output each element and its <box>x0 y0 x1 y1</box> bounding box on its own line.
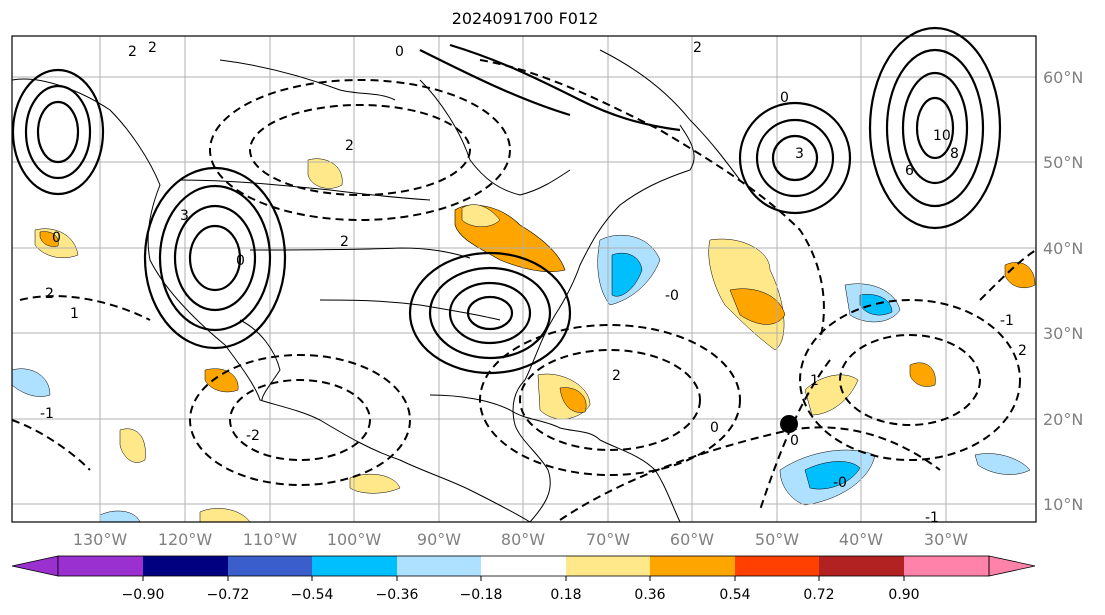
yellow-anomaly-east-atlantic <box>804 374 859 416</box>
colorbar-segment <box>312 556 397 576</box>
yellow-anomaly-great-lakes <box>461 204 501 227</box>
contour-label: 3 <box>795 146 804 162</box>
longitude-labels: 130°W 120°W 110°W 100°W 90°W 80°W 70°W 6… <box>73 530 968 549</box>
lon-label: 120°W <box>158 530 213 549</box>
lon-label: 30°W <box>924 530 968 549</box>
colorbar-segment <box>904 556 989 576</box>
colorbar-segment <box>58 556 143 576</box>
colorbar-tick-label: −0.18 <box>460 587 503 603</box>
lat-label: 10°N <box>1043 495 1083 514</box>
colorbar-tick-label: 0.36 <box>634 587 665 603</box>
solid-contours <box>11 26 1002 375</box>
contour-label: 0 <box>710 420 719 436</box>
contour-label: 2 <box>1018 343 1027 359</box>
lat-label: 40°N <box>1043 239 1083 258</box>
lon-label: 90°W <box>417 530 461 549</box>
contour-label: 2 <box>128 44 137 60</box>
colorbar-tick-label: −0.72 <box>207 587 250 603</box>
contour-label: -0 <box>665 288 679 304</box>
contour-label: 0 <box>780 90 789 106</box>
lon-label: 80°W <box>501 530 545 549</box>
map-title: 2024091700 F012 <box>451 9 599 28</box>
contour-label: -2 <box>246 428 260 444</box>
contour-label: 2 <box>693 40 702 56</box>
colorbar-tick-label: 0.18 <box>550 587 581 603</box>
colorbar-segment <box>481 556 566 576</box>
colorbar-segment <box>819 556 904 576</box>
colorbar-over-triangle <box>988 555 1036 577</box>
colorbar-segment <box>566 556 650 576</box>
lon-label: 40°W <box>839 530 883 549</box>
colorbar: −0.90 −0.72 −0.54 −0.36 −0.18 0.18 0.36 … <box>11 555 1036 603</box>
contour-label: 0 <box>52 230 61 246</box>
colorbar-outline <box>57 555 990 577</box>
blue-anomaly-tropics <box>804 461 861 490</box>
contour-label: -1 <box>1000 313 1014 329</box>
contour-label: 0 <box>236 253 245 269</box>
contour-label: -1 <box>40 406 54 422</box>
latitude-labels: 60°N 50°N 40°N 30°N 20°N 10°N <box>1043 68 1083 514</box>
contour-label-group: 2 2 0 2 10 8 6 0 3 2 0 1 2 -1 3 0 -2 -0 … <box>40 40 1027 526</box>
lon-label: 50°W <box>755 530 799 549</box>
orange-anomaly-azores <box>909 362 936 387</box>
colorbar-tick-label: −0.36 <box>376 587 419 603</box>
lon-label: 100°W <box>327 530 382 549</box>
lon-label: 60°W <box>670 530 714 549</box>
yellow-anomaly-eastern-pacific <box>349 473 401 494</box>
lon-label: 130°W <box>73 530 128 549</box>
storm-center-marker <box>780 415 798 433</box>
contour-label: 0 <box>790 433 799 449</box>
contour-label: 2 <box>345 138 354 154</box>
colorbar-segment <box>143 556 228 576</box>
contour-label: 2 <box>340 234 349 250</box>
lat-label: 30°N <box>1043 324 1083 343</box>
blue-anomaly-midatlantic <box>859 294 893 316</box>
map-background <box>12 36 1036 522</box>
contour-label: 0 <box>395 44 404 60</box>
lat-label: 20°N <box>1043 410 1083 429</box>
colorbar-tick-label: −0.54 <box>291 587 334 603</box>
yellow-anomaly-southwest <box>119 428 146 463</box>
colorbar-segment <box>228 556 312 576</box>
lat-label: 50°N <box>1043 153 1083 172</box>
contour-label: 2 <box>612 368 621 384</box>
yellow-anomaly-canada <box>307 158 343 189</box>
colorbar-tick-label: 0.54 <box>719 587 750 603</box>
colorbar-segment <box>735 556 819 576</box>
orange-anomaly-central-atlantic <box>729 288 786 325</box>
lightblue-anomaly-southeast <box>974 453 1031 475</box>
orange-anomaly-pacific <box>39 231 59 247</box>
contour-label: 1 <box>810 373 819 389</box>
contour-label: 1 <box>70 306 79 322</box>
contour-label: 10 <box>933 128 951 144</box>
colorbar-under-triangle <box>11 555 59 577</box>
blue-anomaly-atlantic <box>611 252 643 297</box>
contour-label: -1 <box>925 510 939 526</box>
colorbar-segment <box>650 556 735 576</box>
contour-label: 8 <box>950 146 959 162</box>
colorbar-tick-label: 0.72 <box>803 587 834 603</box>
orange-anomaly-mexico <box>204 368 239 393</box>
lon-label: 110°W <box>243 530 298 549</box>
graticule <box>12 36 1036 522</box>
shaded-fields <box>11 158 1036 523</box>
coastlines <box>11 49 741 523</box>
contour-label: 2 <box>45 286 54 302</box>
colorbar-tick-label: 0.90 <box>888 587 919 603</box>
contour-label: -0 <box>833 475 847 491</box>
colorbar-tick-label: −0.90 <box>122 587 165 603</box>
lightblue-anomaly-pacific <box>11 368 51 397</box>
colorbar-segment <box>397 556 481 576</box>
lon-label: 70°W <box>586 530 630 549</box>
contour-label: 2 <box>148 40 157 56</box>
contour-label: 6 <box>905 163 914 179</box>
contour-label: 3 <box>180 208 189 224</box>
map-frame <box>11 35 1037 523</box>
lat-label: 60°N <box>1043 68 1083 87</box>
orange-anomaly-caribbean <box>559 387 587 413</box>
